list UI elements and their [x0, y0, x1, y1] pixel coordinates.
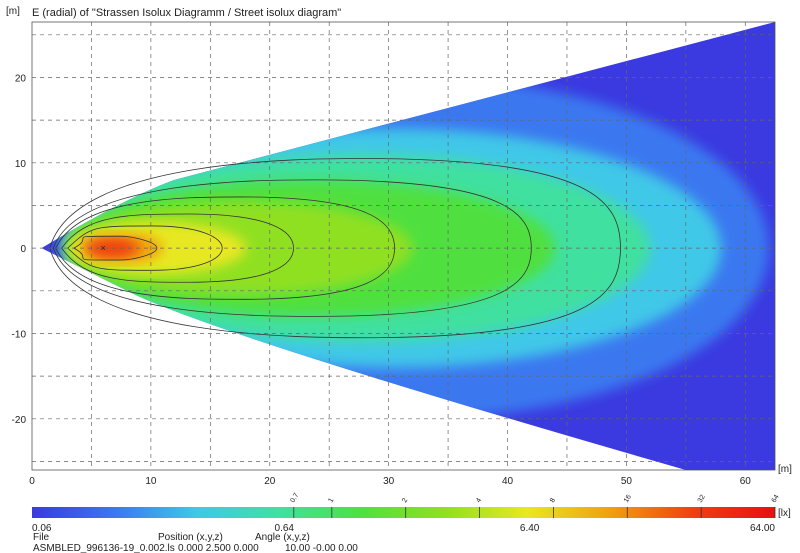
angle-value: 10.00 -0.00 0.00: [285, 543, 358, 553]
y-tick-label: -10: [12, 329, 27, 340]
colorbar-level-label: 64: [771, 494, 781, 504]
colorbar-label: 0.06: [32, 523, 52, 534]
y-tick-label: 20: [15, 73, 27, 84]
file-value: ASMBLED_996136-19_0.002.ls: [33, 543, 175, 553]
colorbar-unit: [lx]: [778, 508, 791, 519]
position-value: 0.000 2.500 0.000: [178, 543, 259, 553]
colorbar-gradient: [32, 507, 775, 518]
contour-line: [67, 225, 223, 271]
x-tick-label: 40: [502, 476, 514, 487]
x-tick-label: 30: [383, 476, 395, 487]
x-tick-label: 50: [621, 476, 633, 487]
colorbar-label: 64.00: [750, 523, 775, 534]
colorbar-level-label: 16: [623, 494, 633, 504]
colorbar-level-label: 1: [327, 497, 335, 504]
illuminance-heatmap: [41, 22, 775, 470]
y-tick-label: 10: [15, 159, 27, 170]
x-axis-label: [m]: [778, 464, 792, 475]
colorbar-label: 6.40: [520, 523, 540, 534]
colorbar-label: 0.64: [275, 523, 295, 534]
colorbar-level-label: 2: [401, 497, 409, 504]
colorbar-level-label: 0.7: [289, 492, 300, 504]
plot-frame: [31, 21, 776, 471]
y-tick-label: -20: [12, 415, 27, 426]
contour-line: [72, 235, 158, 261]
x-tick-label: 0: [29, 476, 35, 487]
grid-lines: [32, 22, 775, 470]
x-tick-label: 60: [740, 476, 752, 487]
colorbar-level-label: 4: [475, 497, 483, 504]
chart-title: E (radial) of "Strassen Isolux Diagramm …: [32, 7, 341, 19]
colorbar-level-label: 8: [549, 497, 557, 504]
contour-line: [49, 158, 621, 339]
colorbar-level-label: 32: [697, 494, 707, 504]
luminaire-marker: ×: [100, 243, 105, 253]
contour-line: [61, 213, 294, 283]
colorbar: 0.7 1 2 4 8 16 32 64 0.06 0.64 6.40 64.00: [32, 492, 781, 534]
y-axis-label: [m]: [6, 6, 20, 17]
position-label: Position (x,y,z): [158, 532, 223, 543]
y-tick-label: 0: [20, 244, 26, 255]
x-tick-label: 20: [264, 476, 276, 487]
file-label: File: [33, 532, 50, 543]
angle-label: Angle (x,y,z): [255, 532, 310, 543]
x-tick-label: 10: [145, 476, 157, 487]
